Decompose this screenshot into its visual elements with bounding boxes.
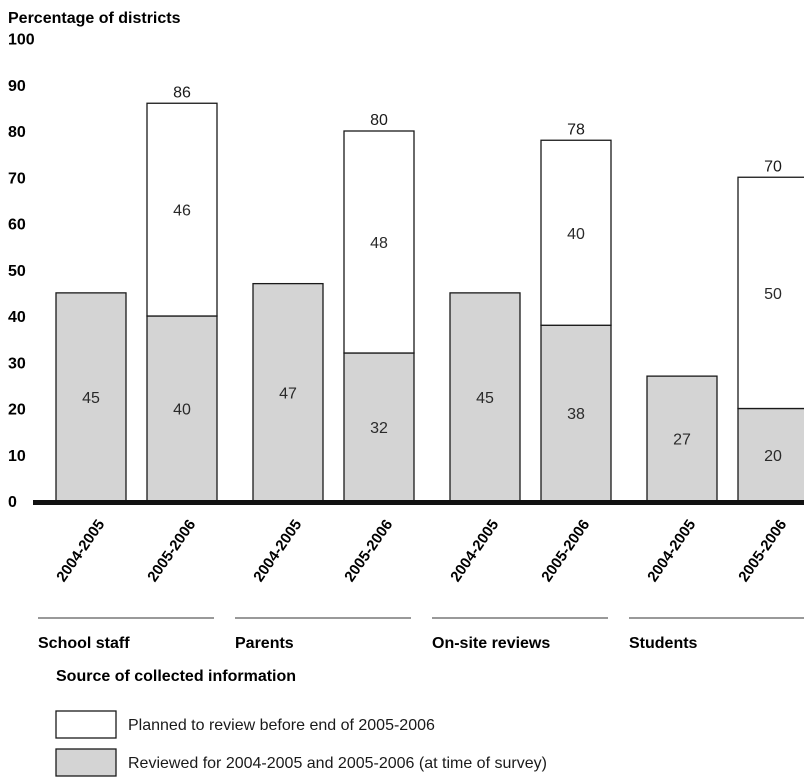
group-label: Students xyxy=(629,635,698,652)
y-tick-label: 70 xyxy=(8,170,26,187)
bar-reviewed xyxy=(540,324,612,502)
bar-planned xyxy=(540,139,612,326)
bar-planned-label: 46 xyxy=(173,203,191,220)
legend-swatch xyxy=(55,710,117,739)
y-tick-label: 40 xyxy=(8,309,26,326)
y-tick-label: 10 xyxy=(8,448,26,465)
bar-reviewed xyxy=(146,315,218,502)
legend-label: Reviewed for 2004-2005 and 2005-2006 (at… xyxy=(128,755,547,772)
x-axis-title: Source of collected information xyxy=(56,668,296,685)
y-tick-label: 90 xyxy=(8,78,26,95)
x-tick-label: 2005-2006 xyxy=(735,517,790,586)
y-tick-label: 30 xyxy=(8,355,26,372)
x-tick-label: 2005-2006 xyxy=(538,517,593,586)
bar-reviewed xyxy=(343,352,415,502)
bar-reviewed-label: 38 xyxy=(567,406,585,423)
bar-reviewed-label: 32 xyxy=(370,420,388,437)
y-tick-label: 80 xyxy=(8,124,26,141)
bar-planned xyxy=(146,102,218,317)
bar-reviewed-label: 47 xyxy=(279,385,297,402)
group-label: On-site reviews xyxy=(432,635,550,652)
bar-planned xyxy=(343,130,415,354)
x-tick-label: 2004-2005 xyxy=(53,517,108,586)
bar-planned-label: 50 xyxy=(764,286,782,303)
bar-reviewed xyxy=(55,292,127,502)
legend-label: Planned to review before end of 2005-200… xyxy=(128,717,435,734)
y-tick-label: 0 xyxy=(8,494,17,511)
bar-reviewed xyxy=(252,282,324,502)
x-tick-label: 2004-2005 xyxy=(447,517,502,586)
bar-reviewed-label: 45 xyxy=(476,390,494,407)
y-axis-label: Percentage of districts xyxy=(8,10,181,27)
y-tick-label: 60 xyxy=(8,217,26,234)
bar-total-label: 78 xyxy=(567,121,585,138)
y-tick-label: 100 xyxy=(8,32,35,49)
x-axis-baseline xyxy=(33,500,804,505)
bar-reviewed-label: 20 xyxy=(764,448,782,465)
x-tick-label: 2005-2006 xyxy=(341,517,396,586)
y-tick-label: 20 xyxy=(8,402,26,419)
bar-reviewed-label: 40 xyxy=(173,402,191,419)
legend-swatch xyxy=(55,748,117,777)
group-label: School staff xyxy=(38,635,130,652)
bar-total-label: 86 xyxy=(173,84,191,101)
bar-planned-label: 48 xyxy=(370,235,388,252)
bar-reviewed-label: 27 xyxy=(673,432,691,449)
x-tick-label: 2004-2005 xyxy=(644,517,699,586)
x-tick-label: 2005-2006 xyxy=(144,517,199,586)
group-label: Parents xyxy=(235,635,294,652)
bar-total-label: 80 xyxy=(370,112,388,129)
bar-total-label: 70 xyxy=(764,158,782,175)
x-tick-label: 2004-2005 xyxy=(250,517,305,586)
bar-planned xyxy=(737,176,804,410)
bar-planned-label: 40 xyxy=(567,226,585,243)
y-tick-label: 50 xyxy=(8,263,26,280)
bar-reviewed-label: 45 xyxy=(82,390,100,407)
bar-reviewed xyxy=(646,375,718,502)
